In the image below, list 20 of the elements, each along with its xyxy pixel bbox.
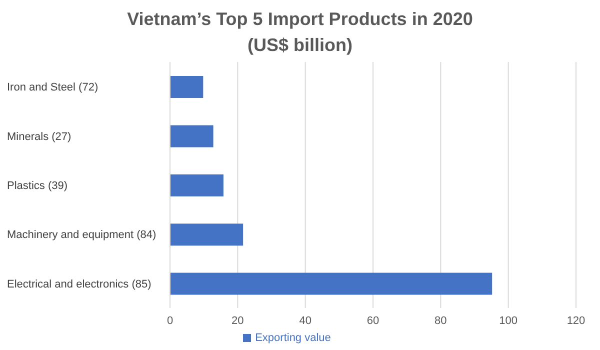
x-tick-label: 80 <box>434 314 447 327</box>
bar <box>170 125 214 148</box>
bar <box>170 76 204 98</box>
chart-title: Vietnam’s Top 5 Import Products in 2020 <box>126 8 474 31</box>
y-tick-label: Machinery and equipment (84) <box>7 229 156 242</box>
y-tick-label: Plastics (39) <box>7 180 68 192</box>
y-tick-label: Electrical and electronics (85) <box>7 278 152 290</box>
x-tick-label: 0 <box>166 314 174 327</box>
y-tick-label: Minerals (27) <box>7 130 72 143</box>
chart-subtitle: (US$ billion) <box>246 34 354 57</box>
legend-label: Exporting value <box>255 332 331 344</box>
x-tick-label: 100 <box>499 314 518 327</box>
bar <box>170 272 492 295</box>
bar <box>170 174 224 196</box>
x-tick-label: 20 <box>232 314 244 327</box>
x-tick-label: 60 <box>366 314 380 327</box>
x-tick-label: 40 <box>299 314 312 327</box>
x-tick-label: 120 <box>566 314 586 327</box>
bar <box>170 224 244 246</box>
y-tick-label: Iron and Steel (72) <box>7 82 98 94</box>
